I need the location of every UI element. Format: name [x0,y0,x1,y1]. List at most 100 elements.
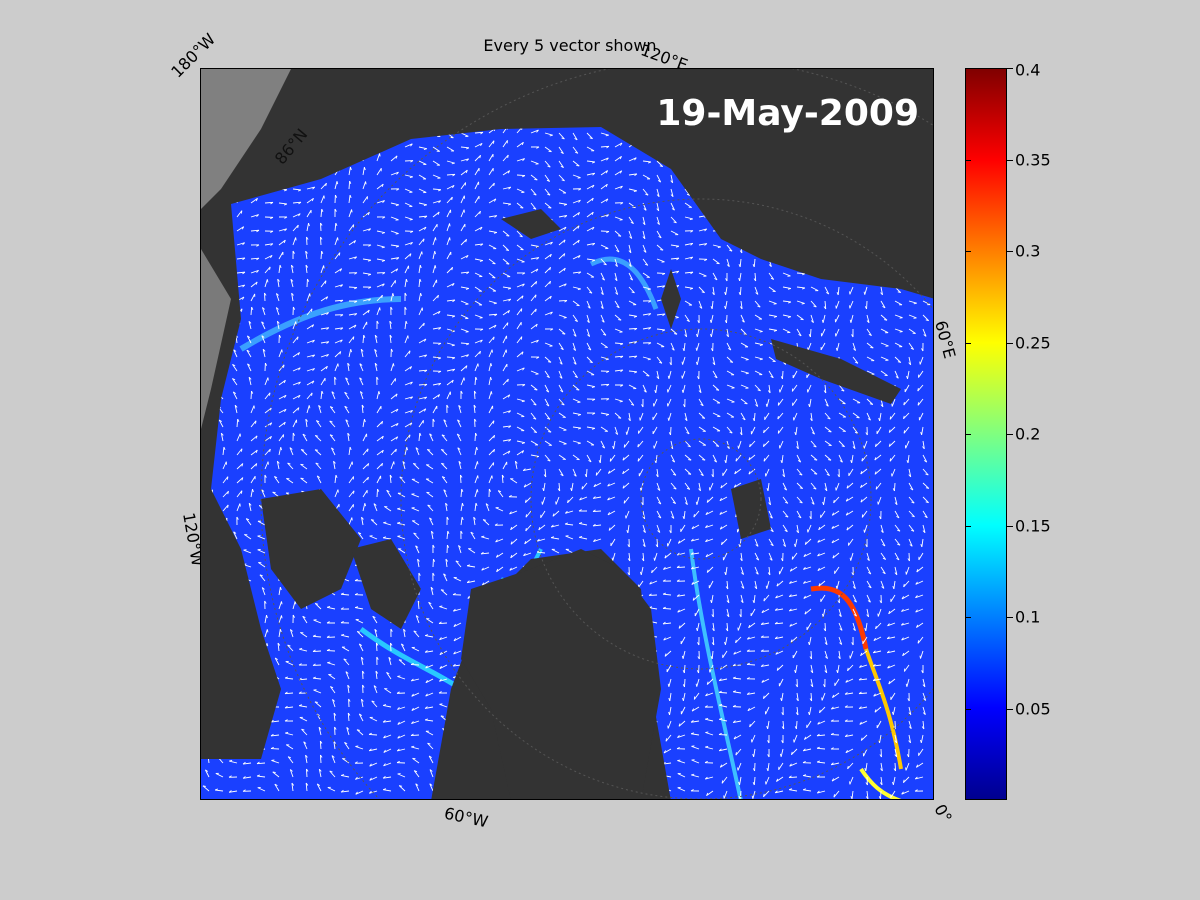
velocity-vector [572,328,577,337]
velocity-vector [404,143,413,148]
velocity-vector [810,454,818,461]
velocity-vector [684,286,693,289]
velocity-vector [446,299,455,302]
velocity-vector [748,454,756,461]
velocity-vector [558,174,565,182]
velocity-vector [502,322,509,330]
velocity-vector [299,648,308,652]
velocity-vector [530,268,539,274]
velocity-vector [586,146,595,152]
velocity-vector [418,354,427,358]
velocity-vector [754,188,762,194]
velocity-vector-head [255,449,258,454]
velocity-vector [600,383,610,386]
velocity-vector-head [383,735,386,739]
velocity-vector-head [466,580,470,583]
velocity-vector [613,440,616,449]
velocity-vector [460,158,469,162]
velocity-vector [917,384,924,392]
velocity-vector-head [882,305,886,309]
velocity-vector [460,365,468,372]
velocity-vector-head [374,362,378,366]
velocity-vector [301,728,308,736]
velocity-vector-head [241,448,243,452]
velocity-vector [375,671,378,680]
velocity-vector-head [481,535,485,538]
velocity-vector [923,76,931,77]
velocity-vector-head [363,334,366,338]
velocity-vector-head [345,419,349,422]
velocity-vector [831,524,840,529]
velocity-vector [754,286,759,295]
velocity-vector-head [664,653,667,657]
velocity-vector [767,482,770,491]
velocity-vector-head [266,139,269,143]
velocity-vector-head [658,361,663,364]
velocity-vector [838,160,846,167]
velocity-vector [684,160,688,169]
velocity-vector-head [611,557,614,561]
velocity-vector-head [741,320,745,323]
velocity-vector-head [691,75,693,77]
velocity-vector-head [814,459,818,461]
velocity-vector [782,286,791,289]
velocity-vector [312,650,322,652]
velocity-vector [908,160,912,169]
velocity-vector [334,181,338,190]
velocity-vector-head [633,315,638,318]
velocity-vector-head [361,516,364,520]
velocity-vector [502,272,511,278]
velocity-vector [425,664,434,669]
velocity-vector-head [410,410,413,413]
velocity-vector [488,168,494,176]
velocity-vector [474,286,482,292]
velocity-vector-head [298,691,302,694]
velocity-vector [864,286,868,295]
velocity-vector-head [229,591,233,594]
velocity-vector [838,174,847,179]
velocity-vector [446,146,455,152]
velocity-vector [516,426,525,432]
velocity-vector [362,153,365,162]
velocity-vector-head [629,278,633,281]
velocity-vector [482,580,490,586]
velocity-vector [656,188,660,197]
velocity-vector [795,426,798,435]
velocity-vector [558,267,566,274]
velocity-vector-head [602,96,605,98]
velocity-vector-head [675,245,680,248]
velocity-vector [739,538,742,547]
velocity-vector-head [302,615,306,619]
velocity-vector [656,482,661,491]
velocity-vector-head [700,165,704,169]
velocity-vector [236,418,239,428]
velocity-vector-head [522,468,526,471]
velocity-vector-head [677,88,679,90]
velocity-vector [726,328,729,337]
velocity-vector [516,450,524,456]
velocity-vector [614,369,623,372]
velocity-vector [586,226,595,232]
velocity-vector [390,436,398,442]
velocity-vector-head [228,270,231,274]
velocity-vector [502,286,511,289]
velocity-vector-head [619,400,623,403]
velocity-vector-head [439,651,442,655]
velocity-vector-head [739,250,743,254]
velocity-vector [768,146,778,149]
velocity-vector-head [361,698,364,702]
velocity-vector [822,608,826,617]
velocity-vector [738,440,742,449]
velocity-vector [587,105,591,112]
velocity-vector [544,384,550,393]
velocity-vector-head [844,202,848,205]
velocity-vector-head [381,246,385,249]
velocity-vector-head [726,600,730,604]
velocity-vector [684,328,688,337]
velocity-vector-head [334,376,337,380]
velocity-vector [374,363,378,372]
velocity-vector [774,622,784,625]
velocity-vector [922,286,931,290]
velocity-vector [467,565,476,568]
velocity-vector-head [893,194,897,198]
